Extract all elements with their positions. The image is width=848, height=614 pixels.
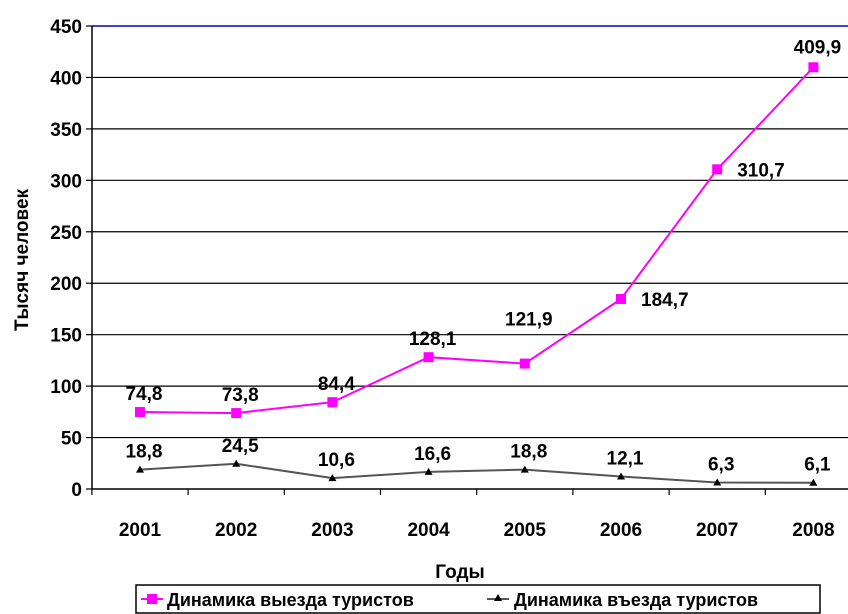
data-point	[519, 358, 530, 369]
x-tick-labels: 2001 2002 2003 2004 2005 2006 2007 2008	[119, 520, 835, 541]
legend-box	[135, 584, 821, 614]
data-label: 73,8	[222, 385, 259, 406]
data-labels: 74,8 73,8 84,4 128,1 121,9 184,7 310,7 409,9 18,…	[126, 37, 842, 475]
data-point	[424, 467, 433, 475]
data-point	[423, 352, 434, 363]
data-label: 121,9	[505, 310, 553, 331]
x-tick-label: 2002	[215, 520, 257, 541]
data-label: 84,4	[318, 374, 355, 395]
legend-marker-inbound	[494, 594, 502, 601]
data-label: 18,8	[126, 442, 163, 463]
data-point	[327, 397, 338, 408]
series-line-1	[139, 462, 814, 484]
y-tick-label: 450	[50, 17, 82, 38]
data-label: 184,7	[641, 290, 689, 311]
gridlines	[92, 25, 848, 439]
axes	[86, 25, 848, 495]
data-point	[808, 62, 819, 73]
y-tick-label: 250	[50, 223, 82, 244]
legend-label-outbound: Динамика выезда туристов	[167, 590, 414, 610]
x-axis-title: Годы	[435, 562, 484, 583]
data-label: 409,9	[794, 37, 842, 58]
x-tick-label: 2004	[407, 520, 450, 541]
series-line-0	[139, 66, 815, 415]
data-point	[713, 478, 722, 486]
data-label: 24,5	[222, 436, 259, 457]
data-point	[328, 474, 337, 482]
x-tick-label: 2003	[311, 520, 353, 541]
legend: Динамика выезда туристов Динамика въезда…	[135, 584, 821, 614]
y-tick-label: 300	[50, 171, 82, 192]
data-label: 16,6	[414, 444, 451, 465]
x-tick-label: 2001	[119, 520, 162, 541]
data-label: 10,6	[318, 450, 355, 471]
data-point	[520, 465, 529, 473]
data-label: 74,8	[126, 384, 163, 405]
data-label: 6,3	[708, 455, 734, 476]
x-tick-label: 2007	[696, 520, 738, 541]
series-lines	[139, 66, 815, 484]
x-tick-label: 2006	[600, 520, 642, 541]
legend-label-inbound: Динамика въезда туристов	[514, 590, 758, 610]
data-point	[616, 293, 626, 304]
y-tick-label: 150	[50, 326, 82, 347]
data-point	[617, 472, 625, 480]
series-markers	[135, 62, 819, 486]
data-point	[809, 478, 818, 486]
data-label: 128,1	[409, 329, 457, 350]
y-tick-label: 350	[50, 120, 82, 141]
legend-marker-outbound	[147, 594, 157, 604]
data-point	[231, 408, 242, 419]
data-point	[135, 407, 145, 418]
x-tick-label: 2005	[504, 520, 547, 541]
y-tick-label: 400	[50, 68, 82, 89]
y-tick-label: 200	[50, 274, 82, 295]
y-axis-title: Тысяч человек	[12, 188, 33, 331]
data-label: 310,7	[737, 160, 785, 181]
y-tick-labels: 0 50 100 150 200 250 300 350 400 450	[50, 17, 82, 501]
y-tick-label: 100	[50, 377, 82, 398]
y-tick-label: 50	[61, 429, 82, 450]
y-tick-label: 0	[71, 480, 82, 501]
data-label: 18,8	[510, 442, 547, 463]
data-label: 12,1	[607, 449, 644, 470]
data-point	[712, 164, 723, 175]
data-point	[232, 459, 241, 467]
data-point	[136, 465, 144, 473]
x-tick-label: 2008	[792, 520, 834, 541]
data-label: 6,1	[804, 455, 831, 476]
